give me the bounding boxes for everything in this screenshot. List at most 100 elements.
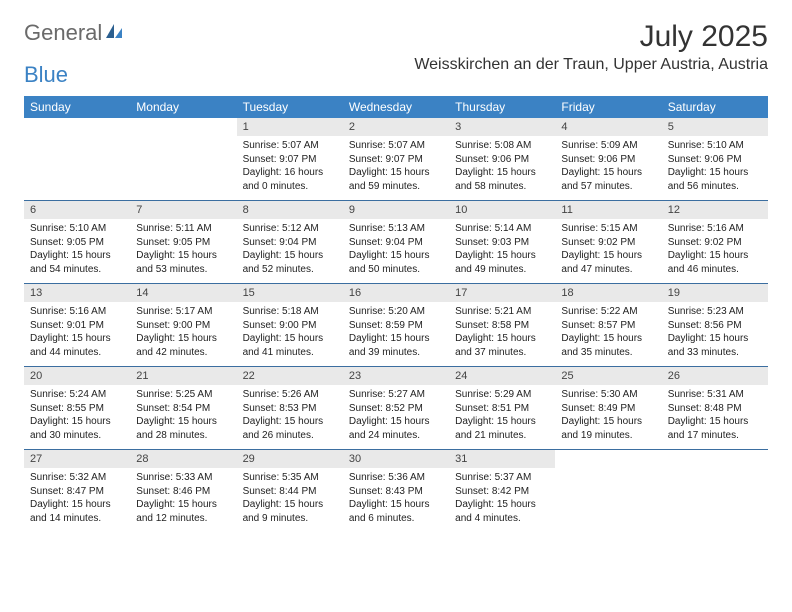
calendar-cell: 10Sunrise: 5:14 AMSunset: 9:03 PMDayligh… xyxy=(449,201,555,283)
day-number: 10 xyxy=(449,201,555,219)
brand-text-1: General xyxy=(24,20,102,46)
day-details: Sunrise: 5:26 AMSunset: 8:53 PMDaylight:… xyxy=(237,385,343,445)
daylight-text: Daylight: 15 hours and 57 minutes. xyxy=(561,166,655,193)
sunrise-text: Sunrise: 5:29 AM xyxy=(455,388,549,402)
sunset-text: Sunset: 8:44 PM xyxy=(243,485,337,499)
sunrise-text: Sunrise: 5:22 AM xyxy=(561,305,655,319)
calendar-cell: 1Sunrise: 5:07 AMSunset: 9:07 PMDaylight… xyxy=(237,118,343,200)
sunset-text: Sunset: 8:46 PM xyxy=(136,485,230,499)
weekday-header: Monday xyxy=(130,96,236,118)
day-number: 19 xyxy=(662,284,768,302)
daylight-text: Daylight: 15 hours and 9 minutes. xyxy=(243,498,337,525)
calendar-cell: 23Sunrise: 5:27 AMSunset: 8:52 PMDayligh… xyxy=(343,367,449,449)
day-details: Sunrise: 5:09 AMSunset: 9:06 PMDaylight:… xyxy=(555,136,661,196)
calendar-cell: 5Sunrise: 5:10 AMSunset: 9:06 PMDaylight… xyxy=(662,118,768,200)
calendar-cell xyxy=(130,118,236,200)
day-number: 2 xyxy=(343,118,449,136)
calendar-cell: 20Sunrise: 5:24 AMSunset: 8:55 PMDayligh… xyxy=(24,367,130,449)
calendar-cell: 13Sunrise: 5:16 AMSunset: 9:01 PMDayligh… xyxy=(24,284,130,366)
brand-text-2: Blue xyxy=(24,62,68,88)
sunrise-text: Sunrise: 5:08 AM xyxy=(455,139,549,153)
daylight-text: Daylight: 15 hours and 53 minutes. xyxy=(136,249,230,276)
daylight-text: Daylight: 15 hours and 44 minutes. xyxy=(30,332,124,359)
calendar-cell: 29Sunrise: 5:35 AMSunset: 8:44 PMDayligh… xyxy=(237,450,343,532)
sunrise-text: Sunrise: 5:21 AM xyxy=(455,305,549,319)
sunrise-text: Sunrise: 5:20 AM xyxy=(349,305,443,319)
daylight-text: Daylight: 15 hours and 46 minutes. xyxy=(668,249,762,276)
day-details: Sunrise: 5:18 AMSunset: 9:00 PMDaylight:… xyxy=(237,302,343,362)
sunset-text: Sunset: 9:00 PM xyxy=(136,319,230,333)
sunset-text: Sunset: 8:49 PM xyxy=(561,402,655,416)
sunrise-text: Sunrise: 5:37 AM xyxy=(455,471,549,485)
day-number: 31 xyxy=(449,450,555,468)
sunrise-text: Sunrise: 5:07 AM xyxy=(349,139,443,153)
day-details: Sunrise: 5:33 AMSunset: 8:46 PMDaylight:… xyxy=(130,468,236,528)
weekday-header: Wednesday xyxy=(343,96,449,118)
sunset-text: Sunset: 8:51 PM xyxy=(455,402,549,416)
day-details: Sunrise: 5:24 AMSunset: 8:55 PMDaylight:… xyxy=(24,385,130,445)
day-number xyxy=(555,450,661,468)
day-details: Sunrise: 5:21 AMSunset: 8:58 PMDaylight:… xyxy=(449,302,555,362)
daylight-text: Daylight: 15 hours and 19 minutes. xyxy=(561,415,655,442)
day-number: 7 xyxy=(130,201,236,219)
calendar-week: 13Sunrise: 5:16 AMSunset: 9:01 PMDayligh… xyxy=(24,284,768,367)
day-number xyxy=(130,118,236,136)
day-number: 8 xyxy=(237,201,343,219)
calendar-cell: 16Sunrise: 5:20 AMSunset: 8:59 PMDayligh… xyxy=(343,284,449,366)
daylight-text: Daylight: 16 hours and 0 minutes. xyxy=(243,166,337,193)
day-details: Sunrise: 5:11 AMSunset: 9:05 PMDaylight:… xyxy=(130,219,236,279)
day-details: Sunrise: 5:31 AMSunset: 8:48 PMDaylight:… xyxy=(662,385,768,445)
calendar-cell: 6Sunrise: 5:10 AMSunset: 9:05 PMDaylight… xyxy=(24,201,130,283)
calendar-cell: 31Sunrise: 5:37 AMSunset: 8:42 PMDayligh… xyxy=(449,450,555,532)
daylight-text: Daylight: 15 hours and 6 minutes. xyxy=(349,498,443,525)
day-number: 5 xyxy=(662,118,768,136)
daylight-text: Daylight: 15 hours and 39 minutes. xyxy=(349,332,443,359)
day-number: 21 xyxy=(130,367,236,385)
sunrise-text: Sunrise: 5:35 AM xyxy=(243,471,337,485)
weekday-header: Friday xyxy=(555,96,661,118)
day-details: Sunrise: 5:10 AMSunset: 9:06 PMDaylight:… xyxy=(662,136,768,196)
daylight-text: Daylight: 15 hours and 49 minutes. xyxy=(455,249,549,276)
sunrise-text: Sunrise: 5:30 AM xyxy=(561,388,655,402)
daylight-text: Daylight: 15 hours and 59 minutes. xyxy=(349,166,443,193)
sunrise-text: Sunrise: 5:24 AM xyxy=(30,388,124,402)
sunrise-text: Sunrise: 5:18 AM xyxy=(243,305,337,319)
daylight-text: Daylight: 15 hours and 21 minutes. xyxy=(455,415,549,442)
sunrise-text: Sunrise: 5:36 AM xyxy=(349,471,443,485)
month-title: July 2025 xyxy=(414,20,768,54)
sunset-text: Sunset: 9:06 PM xyxy=(561,153,655,167)
day-details: Sunrise: 5:08 AMSunset: 9:06 PMDaylight:… xyxy=(449,136,555,196)
daylight-text: Daylight: 15 hours and 28 minutes. xyxy=(136,415,230,442)
sunset-text: Sunset: 9:02 PM xyxy=(668,236,762,250)
day-number: 14 xyxy=(130,284,236,302)
day-number: 28 xyxy=(130,450,236,468)
sunset-text: Sunset: 9:07 PM xyxy=(243,153,337,167)
calendar-cell: 14Sunrise: 5:17 AMSunset: 9:00 PMDayligh… xyxy=(130,284,236,366)
sunrise-text: Sunrise: 5:09 AM xyxy=(561,139,655,153)
sunset-text: Sunset: 9:03 PM xyxy=(455,236,549,250)
calendar-week: 1Sunrise: 5:07 AMSunset: 9:07 PMDaylight… xyxy=(24,118,768,201)
sunrise-text: Sunrise: 5:26 AM xyxy=(243,388,337,402)
calendar-cell: 28Sunrise: 5:33 AMSunset: 8:46 PMDayligh… xyxy=(130,450,236,532)
daylight-text: Daylight: 15 hours and 26 minutes. xyxy=(243,415,337,442)
calendar-cell: 15Sunrise: 5:18 AMSunset: 9:00 PMDayligh… xyxy=(237,284,343,366)
sunset-text: Sunset: 8:53 PM xyxy=(243,402,337,416)
calendar-cell: 26Sunrise: 5:31 AMSunset: 8:48 PMDayligh… xyxy=(662,367,768,449)
day-details: Sunrise: 5:10 AMSunset: 9:05 PMDaylight:… xyxy=(24,219,130,279)
day-details: Sunrise: 5:12 AMSunset: 9:04 PMDaylight:… xyxy=(237,219,343,279)
calendar-cell: 12Sunrise: 5:16 AMSunset: 9:02 PMDayligh… xyxy=(662,201,768,283)
day-details: Sunrise: 5:22 AMSunset: 8:57 PMDaylight:… xyxy=(555,302,661,362)
sunset-text: Sunset: 9:05 PM xyxy=(136,236,230,250)
daylight-text: Daylight: 15 hours and 33 minutes. xyxy=(668,332,762,359)
sunrise-text: Sunrise: 5:17 AM xyxy=(136,305,230,319)
day-details: Sunrise: 5:23 AMSunset: 8:56 PMDaylight:… xyxy=(662,302,768,362)
day-number: 22 xyxy=(237,367,343,385)
sail-icon xyxy=(104,20,124,46)
sunset-text: Sunset: 8:56 PM xyxy=(668,319,762,333)
daylight-text: Daylight: 15 hours and 41 minutes. xyxy=(243,332,337,359)
sunset-text: Sunset: 9:05 PM xyxy=(30,236,124,250)
calendar-grid: Sunday Monday Tuesday Wednesday Thursday… xyxy=(24,96,768,532)
calendar-cell: 27Sunrise: 5:32 AMSunset: 8:47 PMDayligh… xyxy=(24,450,130,532)
day-number: 23 xyxy=(343,367,449,385)
daylight-text: Daylight: 15 hours and 30 minutes. xyxy=(30,415,124,442)
